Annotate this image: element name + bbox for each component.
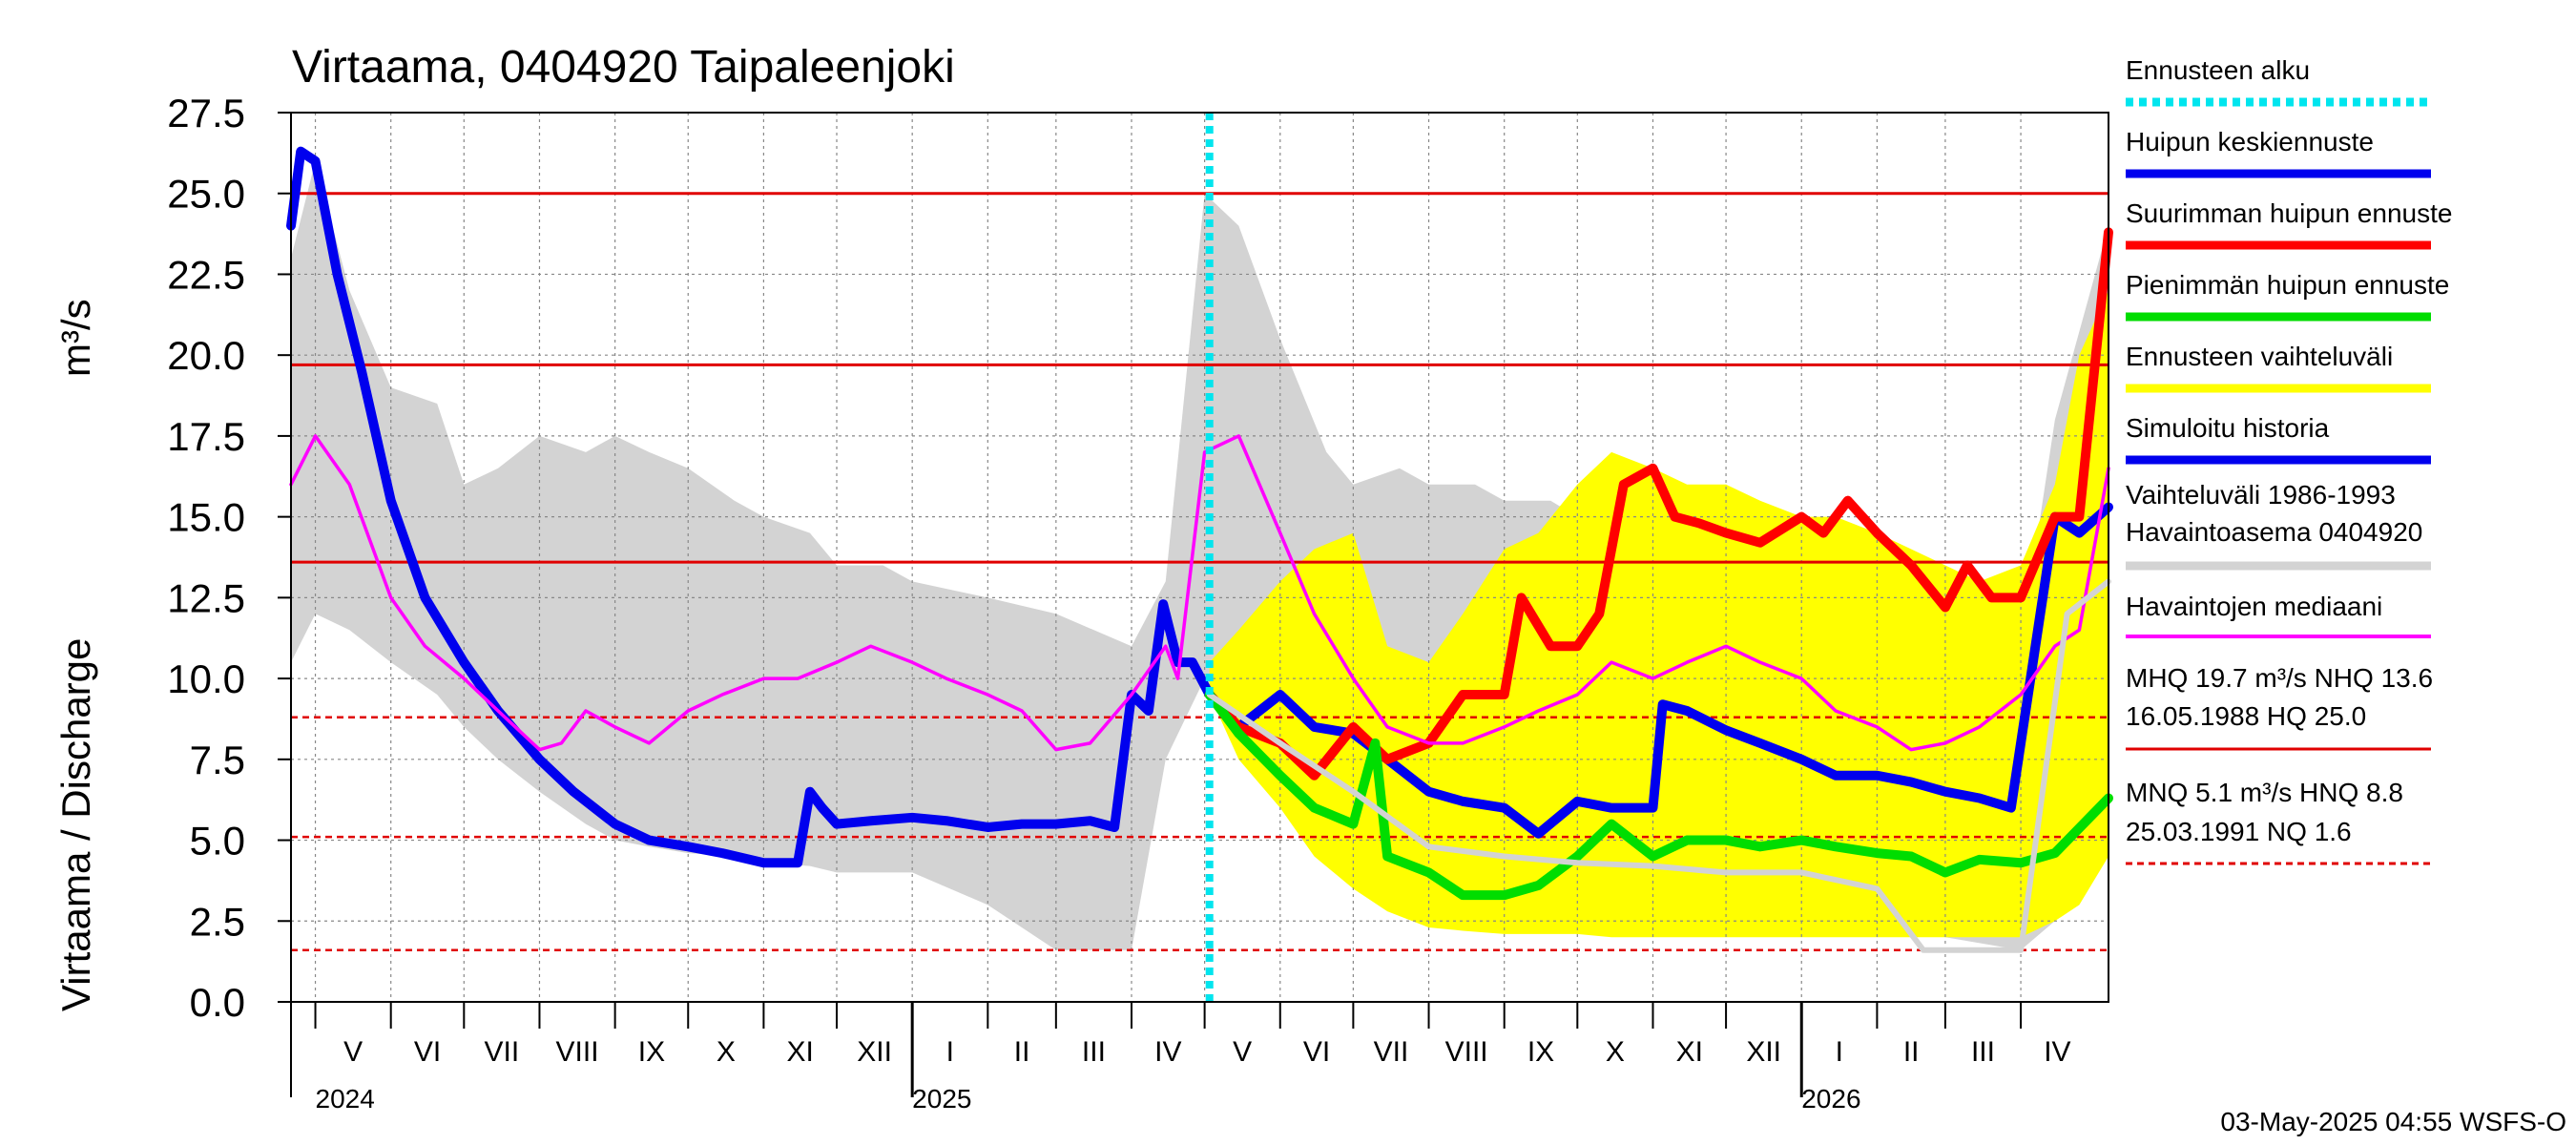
y-tick-label: 25.0 bbox=[167, 172, 245, 217]
x-month-label: XI bbox=[787, 1036, 814, 1068]
plot-frame bbox=[290, 112, 2109, 1003]
y-tick-label: 5.0 bbox=[190, 819, 245, 864]
y-tick-label: 12.5 bbox=[167, 575, 245, 620]
x-year-label: 2024 bbox=[316, 1084, 375, 1114]
legend-label: Vaihteluväli 1986-1993 bbox=[2126, 480, 2396, 510]
stats-line-2: 25.03.1991 NQ 1.6 bbox=[2126, 817, 2352, 846]
y-tick-label: 17.5 bbox=[167, 414, 245, 459]
x-month-label: XI bbox=[1676, 1036, 1703, 1068]
x-month-label: VII bbox=[1374, 1036, 1409, 1068]
legend-label: Huipun keskiennuste bbox=[2126, 127, 2374, 156]
x-month-label: VIII bbox=[556, 1036, 599, 1068]
y-axis-label: Virtaama / Discharge bbox=[53, 638, 98, 1011]
axes: 0.0 2.5 5.0 7.5 10.0 12.5 15.0 17.5 20.0 22.5 25.0… bbox=[167, 91, 2109, 1114]
x-month-label: IX bbox=[638, 1036, 665, 1068]
y-tick-label: 22.5 bbox=[167, 252, 245, 297]
x-month-label: X bbox=[1606, 1036, 1625, 1068]
legend-label: Suurimman huipun ennuste bbox=[2126, 198, 2452, 228]
series-line-3 bbox=[1204, 690, 2113, 901]
series-line-5 bbox=[1206, 578, 2111, 953]
y-tick-label: 10.0 bbox=[167, 656, 245, 701]
series-line-4 bbox=[289, 434, 2110, 752]
x-month-label: I bbox=[946, 1036, 954, 1068]
x-month-label: II bbox=[1014, 1036, 1030, 1068]
x-month-label: II bbox=[1903, 1036, 1920, 1068]
x-month-label: I bbox=[1836, 1036, 1843, 1068]
legend-label: Havaintojen mediaani bbox=[2126, 592, 2382, 621]
stats-line-2: 16.05.1988 HQ 25.0 bbox=[2126, 701, 2366, 731]
x-month-label: XII bbox=[1746, 1036, 1781, 1068]
y-tick-label: 0.0 bbox=[190, 980, 245, 1025]
x-month-label: IV bbox=[1154, 1036, 1181, 1068]
footer-timestamp: 03-May-2025 04:55 WSFS-O bbox=[2220, 1107, 2566, 1136]
x-month-label: XII bbox=[857, 1036, 892, 1068]
x-month-label: III bbox=[1971, 1036, 1995, 1068]
y-tick-label: 20.0 bbox=[167, 333, 245, 378]
series-line-2 bbox=[1204, 227, 2113, 781]
series-line-0 bbox=[286, 146, 1215, 868]
x-year-label: 2025 bbox=[912, 1084, 971, 1114]
legend-label: Simuloitu historia bbox=[2126, 413, 2330, 443]
stats-line-1: MNQ 5.1 m³/s HNQ 8.8 bbox=[2126, 778, 2403, 807]
x-month-label: IX bbox=[1527, 1036, 1554, 1068]
x-month-label: V bbox=[1233, 1036, 1252, 1068]
legend-label: Ennusteen vaihteluväli bbox=[2126, 342, 2393, 371]
legend-label: Pienimmän huipun ennuste bbox=[2126, 270, 2449, 300]
stats-line-1: MHQ 19.7 m³/s NHQ 13.6 bbox=[2126, 663, 2433, 693]
x-month-label: IV bbox=[2044, 1036, 2070, 1068]
chart-title: Virtaama, 0404920 Taipaleenjoki bbox=[292, 42, 955, 93]
y-axis-label-group: Virtaama / Discharge m³/s bbox=[53, 299, 98, 1011]
y-tick-label: 2.5 bbox=[190, 899, 245, 944]
y-axis-unit: m³/s bbox=[53, 299, 98, 377]
legend: Ennusteen alku Huipun keskiennuste Suurimm… bbox=[2126, 55, 2452, 865]
x-year-label: 2026 bbox=[1801, 1084, 1860, 1114]
legend-label: Ennusteen alku bbox=[2126, 55, 2310, 85]
x-month-label: X bbox=[717, 1036, 736, 1068]
y-tick-label: 7.5 bbox=[190, 738, 245, 782]
x-month-label: VIII bbox=[1445, 1036, 1488, 1068]
x-month-label: VI bbox=[1303, 1036, 1330, 1068]
y-tick-label: 27.5 bbox=[167, 91, 245, 135]
y-tick-label: 15.0 bbox=[167, 495, 245, 540]
x-month-label: III bbox=[1082, 1036, 1106, 1068]
plot-area bbox=[286, 112, 2113, 1003]
x-month-label: VI bbox=[414, 1036, 441, 1068]
legend-label: Havaintoasema 0404920 bbox=[2126, 517, 2422, 547]
x-month-label: VII bbox=[485, 1036, 520, 1068]
x-month-label: V bbox=[343, 1036, 363, 1068]
